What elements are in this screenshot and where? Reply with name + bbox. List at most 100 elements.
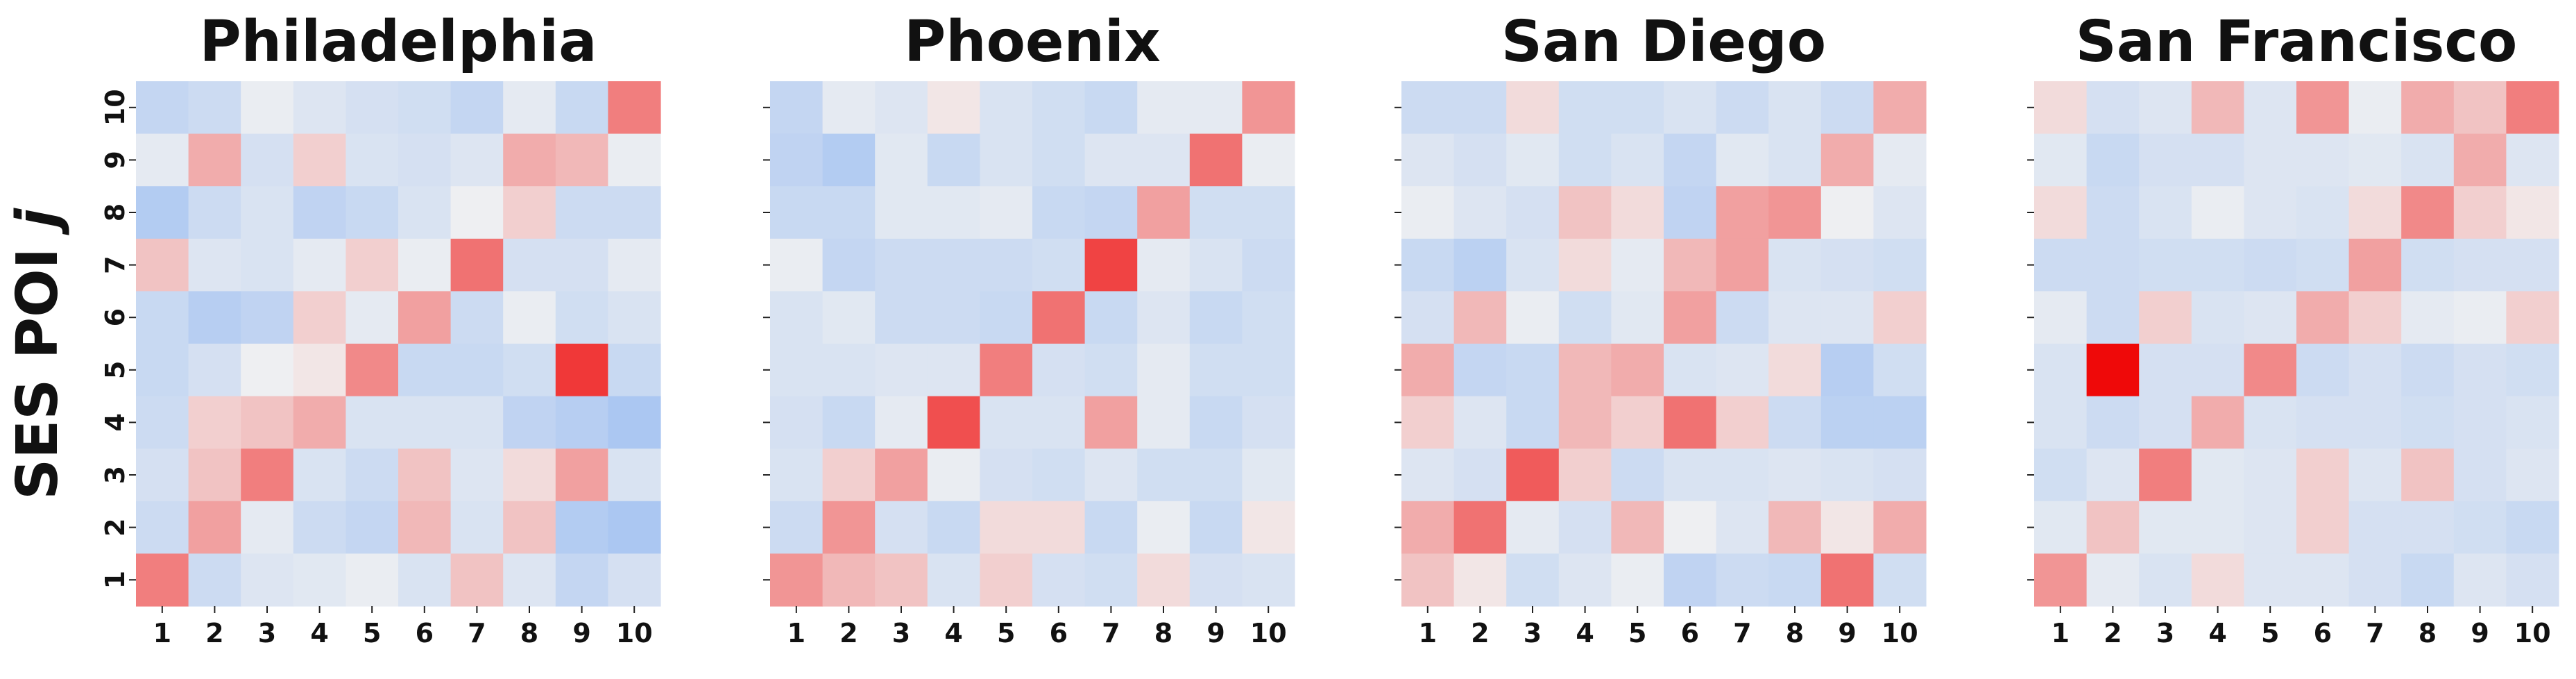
heatmap-cell — [2296, 501, 2350, 554]
y-tick-label: 3 — [100, 466, 130, 484]
y-tick-label: 7 — [100, 255, 130, 274]
x-tick-label: 8 — [520, 618, 538, 648]
heatmap-cell — [822, 186, 876, 240]
heatmap-cell — [2348, 344, 2402, 397]
y-tick-label: 2 — [100, 518, 130, 536]
x-tick-label: 10 — [2514, 618, 2551, 648]
heatmap-cell — [1401, 501, 1455, 554]
heatmap-cell — [398, 501, 452, 554]
heatmap-cell — [1664, 501, 1717, 554]
heatmap-cell — [980, 81, 1033, 135]
x-tick-label: 7 — [468, 618, 486, 648]
heatmap-cell — [1558, 344, 1612, 397]
heatmap-cell — [1032, 291, 1086, 344]
heatmap-cell — [555, 238, 608, 292]
x-tick-label: 8 — [2419, 618, 2437, 648]
heatmap-cell — [2348, 501, 2402, 554]
heatmap-cell — [293, 81, 346, 135]
heatmap-cell — [1716, 81, 1769, 135]
x-tick-label: 10 — [1250, 618, 1287, 648]
heatmap-cell — [241, 238, 294, 292]
heatmap-cell — [1664, 133, 1717, 187]
heatmap-cell — [2139, 501, 2192, 554]
heatmap-panel: San Francisco 1 2 3 4 5 6 7 8 9 10 — [2027, 9, 2559, 648]
heatmap-cell — [2506, 553, 2559, 607]
heatmap-cell — [770, 396, 824, 449]
heatmap-cell — [503, 81, 556, 135]
heatmap-cell — [1137, 81, 1191, 135]
heatmap-cell — [770, 449, 824, 502]
heatmap-cell — [293, 133, 346, 187]
heatmap-cell — [1506, 238, 1560, 292]
heatmap-cell — [1032, 396, 1086, 449]
panel-title: San Diego — [1501, 9, 1826, 75]
heatmap-cell — [1768, 501, 1822, 554]
heatmap-cell — [2348, 449, 2402, 502]
heatmap-cell — [555, 501, 608, 554]
heatmap-cell — [1242, 81, 1295, 135]
heatmap-cell — [2296, 553, 2350, 607]
heatmap-cell — [1506, 396, 1560, 449]
heatmap-cell — [2401, 291, 2455, 344]
heatmap-cell — [608, 133, 661, 187]
heatmap-cell — [2453, 291, 2507, 344]
heatmap-cell — [2086, 81, 2140, 135]
heatmap-cell — [1768, 133, 1822, 187]
x-tick-label: 9 — [572, 618, 590, 648]
heatmap-cell — [188, 133, 241, 187]
heatmap-cell — [555, 291, 608, 344]
heatmap-cell — [1820, 133, 1874, 187]
heatmap-cell — [1189, 501, 1243, 554]
heatmap-cell — [188, 186, 241, 240]
heatmap-cell — [1558, 291, 1612, 344]
heatmap-cell — [770, 291, 824, 344]
y-axis-label: SES POI j — [5, 207, 71, 500]
heatmap-cell — [980, 553, 1033, 607]
x-tick-label: 2 — [205, 618, 223, 648]
heatmap-cell — [1189, 291, 1243, 344]
heatmap-cell — [1611, 553, 1664, 607]
heatmap-cell — [770, 501, 824, 554]
heatmap-cell — [398, 553, 452, 607]
heatmap-cell — [2401, 238, 2455, 292]
heatmap-cell — [2296, 238, 2350, 292]
y-axis-label-text: SES POI — [5, 228, 71, 500]
heatmap-cell — [2034, 396, 2088, 449]
heatmap-cell — [1084, 396, 1138, 449]
x-tick-label: 4 — [310, 618, 328, 648]
x-tick-label: 9 — [2471, 618, 2489, 648]
heatmap-cell — [2506, 291, 2559, 344]
heatmap-cell — [450, 81, 504, 135]
heatmap-cell — [980, 238, 1033, 292]
heatmap-cell — [875, 449, 928, 502]
heatmap-cell — [1401, 291, 1455, 344]
heatmap-cell — [2139, 81, 2192, 135]
heatmap-cell — [2191, 501, 2244, 554]
heatmap-cell — [1401, 81, 1455, 135]
heatmap-panel: San Diego 1 2 3 4 5 6 7 8 9 10 — [1394, 9, 1927, 648]
heatmap-cell — [241, 291, 294, 344]
heatmap-cell — [1611, 449, 1664, 502]
heatmap-cell — [241, 501, 294, 554]
x-tick-label: 8 — [1786, 618, 1804, 648]
heatmap-cell — [1873, 396, 1927, 449]
heatmap-cell — [346, 291, 399, 344]
heatmap-cell — [188, 501, 241, 554]
heatmap-cell — [1716, 553, 1769, 607]
heatmap-cell — [2453, 553, 2507, 607]
heatmap-cell — [1506, 501, 1560, 554]
panel-title: Philadelphia — [200, 9, 597, 75]
heatmap-cell — [241, 133, 294, 187]
heatmap-cell — [2348, 133, 2402, 187]
y-tick-label: 9 — [100, 151, 130, 169]
heatmap-cell — [2348, 553, 2402, 607]
heatmap-cell — [1506, 344, 1560, 397]
heatmap-cell — [346, 501, 399, 554]
heatmap-cell — [450, 133, 504, 187]
heatmap-cell — [2401, 449, 2455, 502]
heatmap-cell — [927, 186, 980, 240]
heatmap-cell — [398, 238, 452, 292]
heatmap-cell — [1032, 238, 1086, 292]
heatmap-cell — [875, 291, 928, 344]
x-tick-label: 8 — [1154, 618, 1172, 648]
